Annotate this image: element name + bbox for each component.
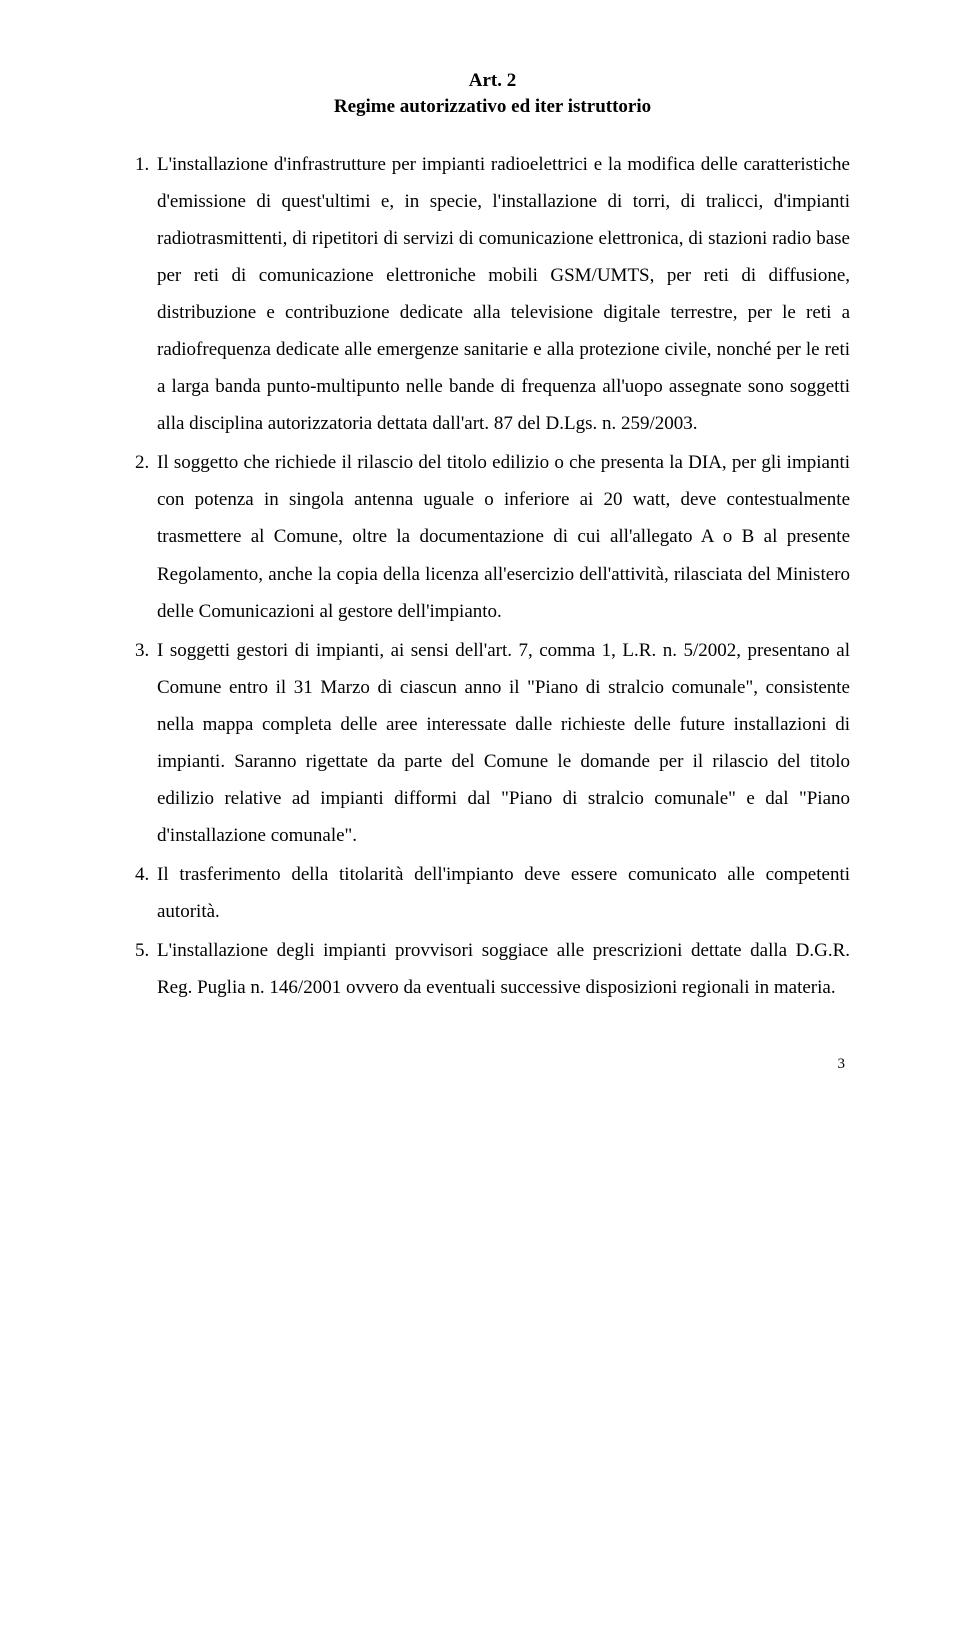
- list-item: 1. L'installazione d'infrastrutture per …: [135, 146, 850, 442]
- list-text: L'installazione d'infrastrutture per imp…: [157, 146, 850, 442]
- list-marker: 2.: [135, 444, 157, 629]
- list-item: 3. I soggetti gestori di impianti, ai se…: [135, 632, 850, 854]
- list-marker: 1.: [135, 146, 157, 442]
- list-text: I soggetti gestori di impianti, ai sensi…: [157, 632, 850, 854]
- list-text: Il trasferimento della titolarità dell'i…: [157, 856, 850, 930]
- list-marker: 5.: [135, 932, 157, 1006]
- list-marker: 4.: [135, 856, 157, 930]
- page-number: 3: [135, 1056, 850, 1073]
- list-item: 4. Il trasferimento della titolarità del…: [135, 856, 850, 930]
- list-marker: 3.: [135, 632, 157, 854]
- list-item: 5. L'installazione degli impianti provvi…: [135, 932, 850, 1006]
- list-item: 2. Il soggetto che richiede il rilascio …: [135, 444, 850, 629]
- article-title: Regime autorizzativo ed iter istruttorio: [135, 96, 850, 118]
- list-text: Il soggetto che richiede il rilascio del…: [157, 444, 850, 629]
- list-text: L'installazione degli impianti provvisor…: [157, 932, 850, 1006]
- article-number: Art. 2: [135, 70, 850, 92]
